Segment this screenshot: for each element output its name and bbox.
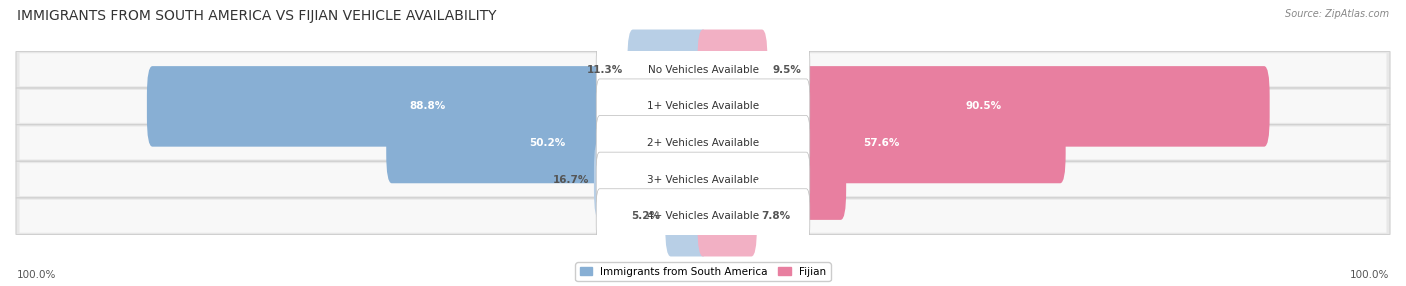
FancyBboxPatch shape bbox=[146, 66, 709, 147]
FancyBboxPatch shape bbox=[596, 152, 810, 207]
FancyBboxPatch shape bbox=[627, 29, 709, 110]
Text: 3+ Vehicles Available: 3+ Vehicles Available bbox=[647, 175, 759, 184]
FancyBboxPatch shape bbox=[596, 79, 810, 134]
FancyBboxPatch shape bbox=[20, 53, 1386, 86]
FancyBboxPatch shape bbox=[697, 103, 1066, 183]
FancyBboxPatch shape bbox=[593, 139, 709, 220]
Text: 2+ Vehicles Available: 2+ Vehicles Available bbox=[647, 138, 759, 148]
FancyBboxPatch shape bbox=[665, 176, 709, 257]
Legend: Immigrants from South America, Fijian: Immigrants from South America, Fijian bbox=[575, 263, 831, 281]
Text: 100.0%: 100.0% bbox=[17, 270, 56, 280]
FancyBboxPatch shape bbox=[15, 198, 1391, 235]
Text: 100.0%: 100.0% bbox=[1350, 270, 1389, 280]
Text: 4+ Vehicles Available: 4+ Vehicles Available bbox=[647, 211, 759, 221]
Text: 50.2%: 50.2% bbox=[529, 138, 565, 148]
FancyBboxPatch shape bbox=[20, 126, 1386, 160]
Text: 9.5%: 9.5% bbox=[772, 65, 801, 75]
Text: 7.8%: 7.8% bbox=[762, 211, 790, 221]
Text: No Vehicles Available: No Vehicles Available bbox=[648, 65, 758, 75]
FancyBboxPatch shape bbox=[596, 189, 810, 244]
FancyBboxPatch shape bbox=[15, 161, 1391, 198]
FancyBboxPatch shape bbox=[596, 42, 810, 97]
Text: 1+ Vehicles Available: 1+ Vehicles Available bbox=[647, 102, 759, 111]
FancyBboxPatch shape bbox=[387, 103, 709, 183]
FancyBboxPatch shape bbox=[15, 51, 1391, 88]
Text: 5.2%: 5.2% bbox=[631, 211, 661, 221]
Text: 11.3%: 11.3% bbox=[586, 65, 623, 75]
FancyBboxPatch shape bbox=[15, 88, 1391, 125]
FancyBboxPatch shape bbox=[697, 66, 1270, 147]
Text: Source: ZipAtlas.com: Source: ZipAtlas.com bbox=[1285, 9, 1389, 19]
Text: IMMIGRANTS FROM SOUTH AMERICA VS FIJIAN VEHICLE AVAILABILITY: IMMIGRANTS FROM SOUTH AMERICA VS FIJIAN … bbox=[17, 9, 496, 23]
FancyBboxPatch shape bbox=[20, 200, 1386, 233]
Text: 90.5%: 90.5% bbox=[966, 102, 1001, 111]
FancyBboxPatch shape bbox=[697, 29, 768, 110]
Text: 88.8%: 88.8% bbox=[409, 102, 446, 111]
Text: 16.7%: 16.7% bbox=[553, 175, 589, 184]
FancyBboxPatch shape bbox=[20, 163, 1386, 196]
FancyBboxPatch shape bbox=[20, 90, 1386, 123]
FancyBboxPatch shape bbox=[697, 139, 846, 220]
Text: 22.2%: 22.2% bbox=[754, 175, 790, 184]
Text: 57.6%: 57.6% bbox=[863, 138, 900, 148]
FancyBboxPatch shape bbox=[15, 125, 1391, 161]
FancyBboxPatch shape bbox=[697, 176, 756, 257]
FancyBboxPatch shape bbox=[596, 116, 810, 170]
